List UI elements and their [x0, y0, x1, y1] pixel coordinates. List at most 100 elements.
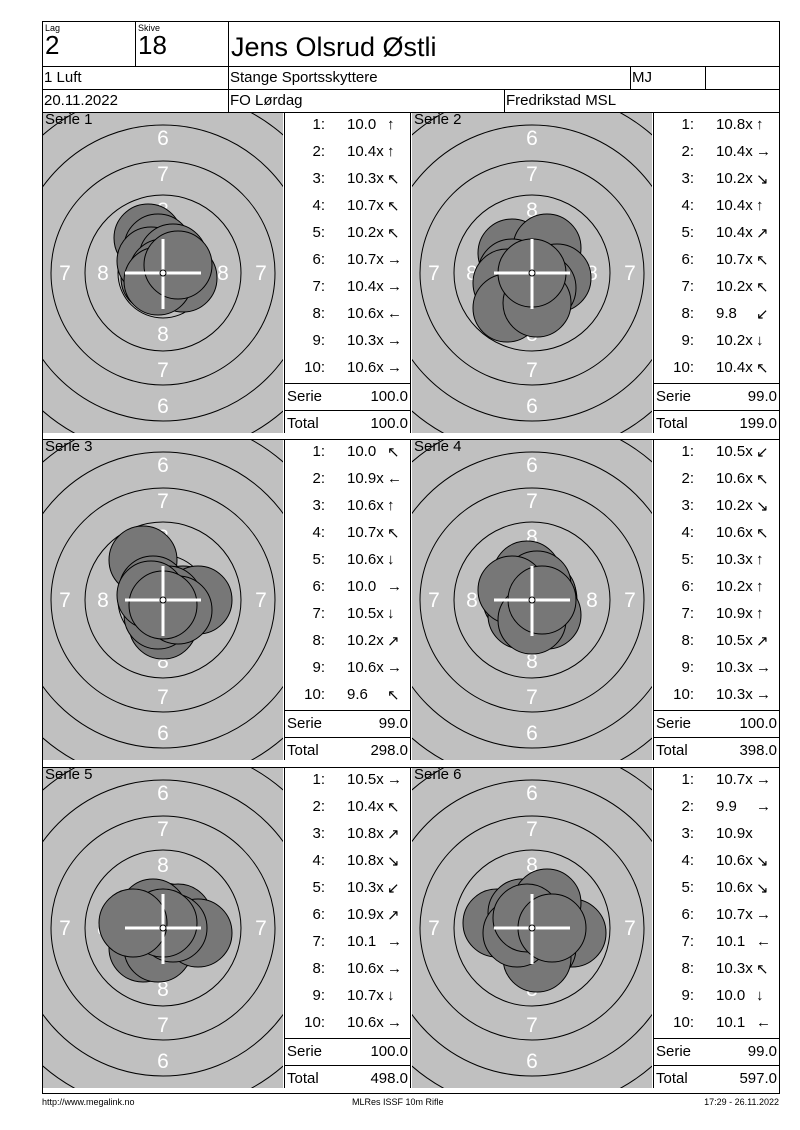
direction-arrow-icon: ↘ [756, 853, 769, 870]
shot-row: 10: 10.1 ← [654, 1011, 779, 1038]
shot-row: 7: 10.1 ← [654, 930, 779, 957]
ring-number: 6 [157, 127, 169, 150]
shot-row: 1: 10.0 ↑ [285, 113, 410, 140]
lag-cell: Lag 2 [42, 21, 136, 67]
ring-number: 7 [157, 490, 169, 513]
shot-hole [143, 230, 213, 300]
shot-score: 10.0 [347, 443, 377, 460]
shot-score: 10.7x [347, 524, 384, 541]
shot-number: 3: [312, 170, 325, 187]
total-label: Total [287, 415, 319, 432]
shot-score: 10.7x [716, 771, 753, 788]
shot-row: 2: 10.4x ↖ [285, 795, 410, 822]
serie-sum-row: Serie 100.0 [285, 1038, 410, 1065]
shot-score: 10.3x [716, 551, 753, 568]
ring-number: 7 [526, 818, 538, 841]
shot-number: 8: [312, 632, 325, 649]
ring-number: 7 [157, 818, 169, 841]
shot-number: 3: [312, 497, 325, 514]
shot-row: 3: 10.6x ↑ [285, 494, 410, 521]
score-list-serie-2: 1: 10.8x ↑ 2: 10.4x → 3: 10.2x ↘ 4: 10.4x ↑ 5: 10.4x ↗… [653, 113, 780, 433]
shot-number: 3: [312, 825, 325, 842]
ring-number: 7 [526, 686, 538, 709]
shot-number: 8: [681, 632, 694, 649]
shot-row: 3: 10.9x [654, 822, 779, 849]
direction-arrow-icon: → [387, 960, 402, 977]
skive-cell: Skive 18 [135, 21, 229, 67]
shot-number: 4: [681, 852, 694, 869]
direction-arrow-icon: ← [756, 933, 771, 950]
direction-arrow-icon: ↘ [387, 853, 400, 870]
shot-row: 3: 10.3x ↖ [285, 167, 410, 194]
shot-score: 10.6x [347, 305, 384, 322]
shot-row: 1: 10.0 ↖ [285, 440, 410, 467]
shot-row: 9: 10.7x ↓ [285, 984, 410, 1011]
target-ring [50, 487, 276, 713]
shot-number: 10: [673, 359, 694, 376]
venue-cell: Fredrikstad MSL [504, 89, 780, 113]
shot-row: 9: 10.3x → [654, 656, 779, 683]
total-value: 100.0 [370, 415, 408, 432]
shot-score: 10.5x [716, 632, 753, 649]
direction-arrow-icon: → [756, 798, 771, 815]
serie-sum-label: Serie [287, 715, 323, 732]
shot-row: 7: 10.9x ↑ [654, 602, 779, 629]
total-label: Total [656, 415, 688, 432]
ring-number: 8 [97, 589, 109, 612]
ring-number: 8 [157, 978, 169, 1001]
shot-score: 10.7x [716, 906, 753, 923]
total-value: 199.0 [739, 415, 777, 432]
shot-row: 5: 10.6x ↘ [654, 876, 779, 903]
shot-row: 7: 10.2x ↖ [654, 275, 779, 302]
total-value: 498.0 [370, 1070, 408, 1087]
shot-number: 5: [681, 224, 694, 241]
footer-url[interactable]: http://www.megalink.no [42, 1097, 135, 1107]
direction-arrow-icon: → [387, 278, 402, 295]
shot-row: 3: 10.2x ↘ [654, 167, 779, 194]
shot-score: 10.2x [716, 170, 753, 187]
ring-number: 7 [526, 1014, 538, 1037]
ring-number: 7 [59, 262, 71, 285]
shot-score: 10.4x [716, 359, 753, 376]
target-center-dot [528, 924, 536, 932]
target-ring [419, 487, 645, 713]
shot-number: 2: [681, 470, 694, 487]
direction-arrow-icon: ↗ [387, 907, 400, 924]
total-value: 298.0 [370, 742, 408, 759]
ring-number: 8 [526, 650, 538, 673]
shot-score: 10.1 [347, 933, 377, 950]
shot-score: 9.6 [347, 686, 368, 703]
shot-score: 10.2x [716, 578, 753, 595]
ring-number: 7 [526, 490, 538, 513]
shot-row: 7: 10.4x → [285, 275, 410, 302]
shot-row: 10: 10.6x → [285, 1011, 410, 1038]
shot-score: 10.2x [716, 278, 753, 295]
shot-row: 6: 10.7x → [654, 903, 779, 930]
total-row: Total 398.0 [654, 737, 779, 764]
score-list-serie-3: 1: 10.0 ↖ 2: 10.9x ← 3: 10.6x ↑ 4: 10.7x ↖ 5: 10.6x ↓ 6… [284, 440, 411, 760]
direction-arrow-icon: ↓ [387, 551, 395, 568]
shot-score: 10.4x [347, 143, 384, 160]
shot-score: 10.4x [347, 798, 384, 815]
shooter-name-cell: Jens Olsrud Østli [228, 21, 780, 67]
direction-arrow-icon: ↖ [387, 444, 400, 461]
shot-score: 10.5x [347, 605, 384, 622]
shot-row: 9: 10.6x → [285, 656, 410, 683]
ring-number: 8 [526, 854, 538, 877]
ring-number: 7 [255, 262, 267, 285]
shot-score: 10.4x [347, 278, 384, 295]
direction-arrow-icon: ↑ [756, 578, 764, 595]
shot-score: 10.5x [347, 771, 384, 788]
direction-arrow-icon: → [387, 771, 402, 788]
direction-arrow-icon: ↑ [756, 197, 764, 214]
target-ring [84, 849, 242, 1007]
direction-arrow-icon: ↗ [756, 225, 769, 242]
shot-score: 10.6x [716, 879, 753, 896]
shot-row: 10: 10.3x → [654, 683, 779, 710]
target-ring [412, 779, 652, 1077]
shot-row: 8: 10.2x ↗ [285, 629, 410, 656]
ring-number: 6 [157, 454, 169, 477]
shot-number: 10: [304, 359, 325, 376]
